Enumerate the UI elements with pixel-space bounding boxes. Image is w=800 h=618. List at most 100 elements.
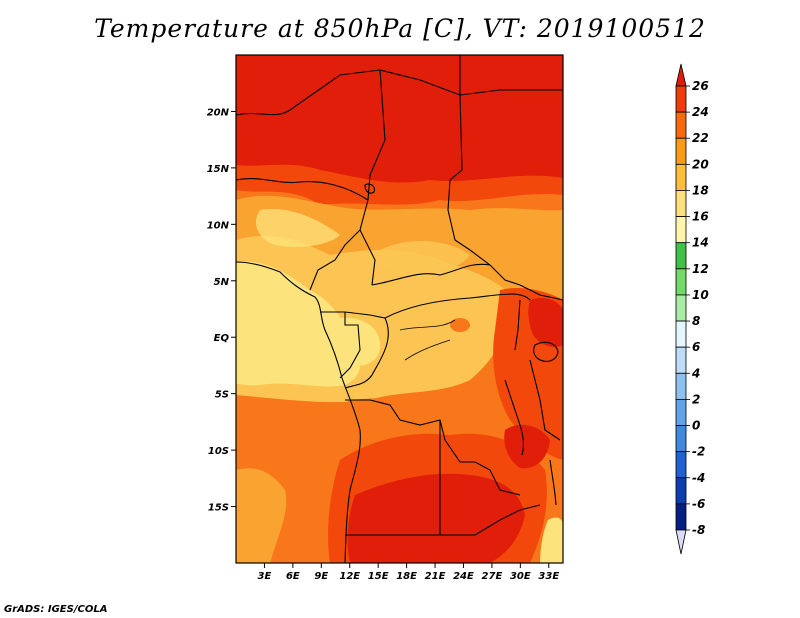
field-gabon-pale	[236, 261, 361, 387]
border-egypt-sudan	[459, 89, 563, 96]
lon-tick-label: 24E	[453, 571, 474, 582]
colorbar-label: 8	[692, 314, 700, 328]
lon-tick-label: 33E	[538, 571, 559, 582]
field-south-red	[347, 473, 525, 563]
colorbar-segment	[675, 399, 687, 426]
map-title: Temperature at 850hPa [C], VT: 201910051…	[94, 14, 706, 43]
border-niger-chad	[367, 69, 386, 201]
border-gabon-congo	[339, 312, 361, 379]
lon-tick-label: 27E	[482, 571, 503, 582]
border-car-drc	[384, 293, 531, 319]
lon-tick-label: 15E	[368, 571, 389, 582]
lon-tick-label: 21E	[425, 571, 446, 582]
lat-tick-label: 5S	[215, 390, 229, 401]
border-chad-car	[371, 263, 491, 286]
river-ubangi	[404, 339, 451, 361]
border-cameroon-gabon	[320, 311, 386, 319]
colorbar-label: 6	[692, 340, 700, 354]
colorbar-label: 22	[692, 131, 709, 145]
colorbar-bottom-arrow	[675, 529, 687, 555]
colorbar-segment	[675, 268, 687, 296]
grads-credit: GrADS: IGES/COLA	[4, 604, 108, 615]
border-drc-angola	[345, 399, 475, 463]
river-congo	[399, 319, 456, 331]
field-east-deepred	[528, 298, 563, 347]
lon-tick-label: 3E	[258, 571, 272, 582]
border-congo-drc	[344, 317, 389, 389]
colorbar-label: 10	[692, 288, 709, 302]
colorbar-segment	[675, 242, 687, 270]
lake-victoria	[533, 341, 559, 362]
temperature-field	[236, 55, 563, 563]
colorbar-segment	[675, 294, 687, 322]
colorbar-label: 4	[691, 366, 700, 380]
colorbar-segment	[675, 85, 687, 113]
lat-tick-label: 5N	[214, 277, 230, 288]
colorbar-segment	[675, 190, 687, 217]
field-southwest-light	[236, 468, 287, 563]
border-algeria-niger	[236, 69, 461, 116]
longitude-axis: 3E 6E 9E 12E 15E 18E 21E 24E 27E 30E 33E	[258, 563, 559, 582]
lon-tick-label: 6E	[286, 571, 300, 582]
colorbar-label: 20	[692, 157, 709, 171]
border-nigeria-cameroon	[309, 199, 369, 291]
colorbar-segment	[675, 137, 687, 165]
lon-tick-label: 12E	[339, 571, 360, 582]
lat-tick-label: 20N	[207, 107, 230, 118]
border-nigeria-niger	[236, 178, 369, 201]
colorbar-label: -8	[692, 523, 705, 537]
colorbar-segment	[675, 320, 687, 348]
lat-tick-label: 10S	[208, 446, 229, 457]
colorbar-segment	[675, 477, 687, 505]
colorbar-label: 26	[692, 79, 709, 93]
colorbar-segment	[675, 216, 687, 244]
colorbar-label: 16	[692, 210, 709, 224]
colorbar-label: -6	[692, 497, 705, 511]
colorbar-label: 0	[692, 419, 700, 433]
border-car-sudan	[469, 249, 521, 286]
field-congo-pale	[330, 317, 381, 366]
lat-tick-label: EQ	[214, 333, 230, 344]
colorbar-segment	[675, 346, 687, 374]
lon-tick-label: 18E	[396, 571, 417, 582]
colorbar-segment	[675, 372, 687, 400]
colorbar-segment	[675, 503, 687, 531]
field-southeast-pale	[540, 517, 563, 563]
lat-tick-label: 15S	[208, 503, 229, 514]
map-frame	[235, 54, 564, 564]
lake-malawi	[549, 459, 557, 506]
lat-tick-label: 15N	[207, 164, 230, 175]
latitude-axis: 20N 15N 10N 5N EQ 5S 10S 15S	[207, 107, 236, 514]
border-zambia-zimbabwe	[474, 504, 541, 536]
border-cameroon-chad	[359, 229, 376, 286]
border-chad-sudan	[447, 94, 471, 251]
colorbar-segment	[675, 163, 687, 191]
lat-tick-label: 10N	[207, 220, 230, 231]
colorbar-segment	[675, 111, 687, 139]
lake-chad	[364, 183, 375, 194]
border-south-sudan-uganda	[519, 284, 563, 301]
colorbar-label: -4	[692, 471, 705, 485]
coastline-west	[236, 261, 361, 563]
colorbar-segment	[675, 425, 687, 453]
colorbar-label: 18	[692, 183, 709, 197]
border-drc-uganda	[514, 299, 521, 351]
colorbar-label: 14	[692, 236, 709, 250]
country-boundaries	[236, 55, 563, 563]
field-car-light	[255, 209, 340, 247]
border-tanzania	[529, 359, 561, 441]
colorbar-label: -2	[692, 445, 705, 459]
field-north-red	[236, 55, 563, 183]
colorbar-label: 24	[692, 105, 709, 119]
field-spot-orange	[450, 318, 470, 332]
lake-tanganyika	[504, 379, 525, 456]
lon-tick-label: 9E	[314, 571, 328, 582]
border-drc-zambia	[474, 461, 521, 496]
lon-tick-label: 30E	[510, 571, 531, 582]
field-chad-light	[378, 240, 470, 273]
colorbar-label: 12	[692, 262, 709, 276]
colorbar-top-arrow	[675, 63, 687, 87]
colorbar-label: 2	[692, 392, 700, 406]
